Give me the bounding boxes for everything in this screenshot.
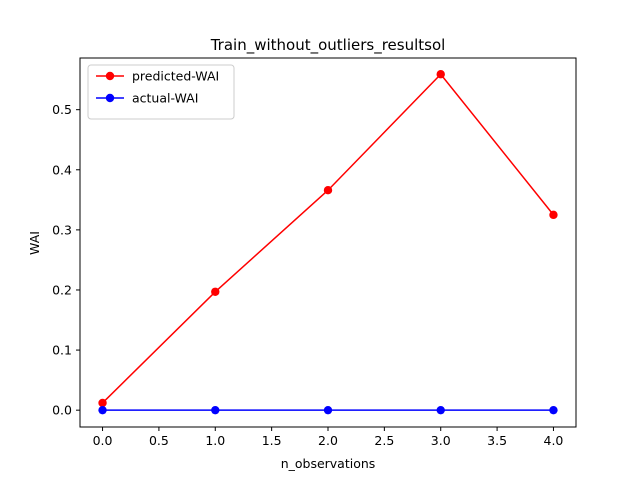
y-axis-label: WAI <box>27 231 42 255</box>
data-point-predicted-wai <box>211 287 220 296</box>
data-point-predicted-wai <box>98 398 107 408</box>
legend-box <box>87 64 235 120</box>
legend-label: actual-WAI <box>132 91 198 106</box>
data-point-predicted-wai <box>549 210 558 220</box>
x-tick-label: 1.0 <box>205 433 225 448</box>
data-point-predicted-wai <box>436 70 445 79</box>
plot-area: 0.0 0.5 1.0 1.5 2.0 2.5 3.0 3.5 4.0 0.0 0.1 0.2 0.3… <box>52 57 577 448</box>
data-point-actual-wai <box>436 405 445 415</box>
legend-label: predicted-WAI <box>132 69 219 84</box>
series-actual-wai <box>98 405 558 415</box>
series-layer <box>98 70 558 415</box>
data-point-actual-wai <box>98 405 107 415</box>
x-tick-label: 3.0 <box>431 433 451 448</box>
legend: predicted-WAI actual-WAI <box>87 64 235 120</box>
y-tick-label: 0.1 <box>52 343 72 358</box>
legend-marker <box>105 71 115 81</box>
y-tick-label: 0.2 <box>52 282 72 297</box>
y-tick-label: 0.0 <box>52 403 72 418</box>
data-point-predicted-wai <box>323 186 333 195</box>
data-point-actual-wai <box>323 405 333 415</box>
x-axis-label: n_observations <box>281 456 376 471</box>
x-tick-label: 1.5 <box>262 433 282 448</box>
legend-entry-predicted-wai: predicted-WAI <box>96 69 219 84</box>
series-predicted-wai <box>98 70 558 408</box>
legend-marker <box>105 93 115 103</box>
y-tick-label: 0.3 <box>52 222 72 237</box>
x-tick-label: 0.5 <box>149 433 169 448</box>
x-tick-label: 2.0 <box>318 433 338 448</box>
x-axis-ticks: 0.0 0.5 1.0 1.5 2.0 2.5 3.0 3.5 4.0 <box>93 427 564 448</box>
x-tick-label: 4.0 <box>544 433 564 448</box>
legend-entry-actual-wai: actual-WAI <box>96 91 198 106</box>
y-tick-label: 0.4 <box>52 162 72 177</box>
data-point-actual-wai <box>211 405 220 415</box>
data-point-actual-wai <box>549 405 558 415</box>
chart-title: Train_without_outliers_resultsol <box>210 36 446 55</box>
x-tick-label: 0.0 <box>93 433 113 448</box>
y-tick-label: 0.5 <box>52 102 72 117</box>
x-tick-label: 3.5 <box>487 433 507 448</box>
y-axis-ticks: 0.0 0.1 0.2 0.3 0.4 0.5 <box>52 102 80 418</box>
x-tick-label: 2.5 <box>374 433 394 448</box>
